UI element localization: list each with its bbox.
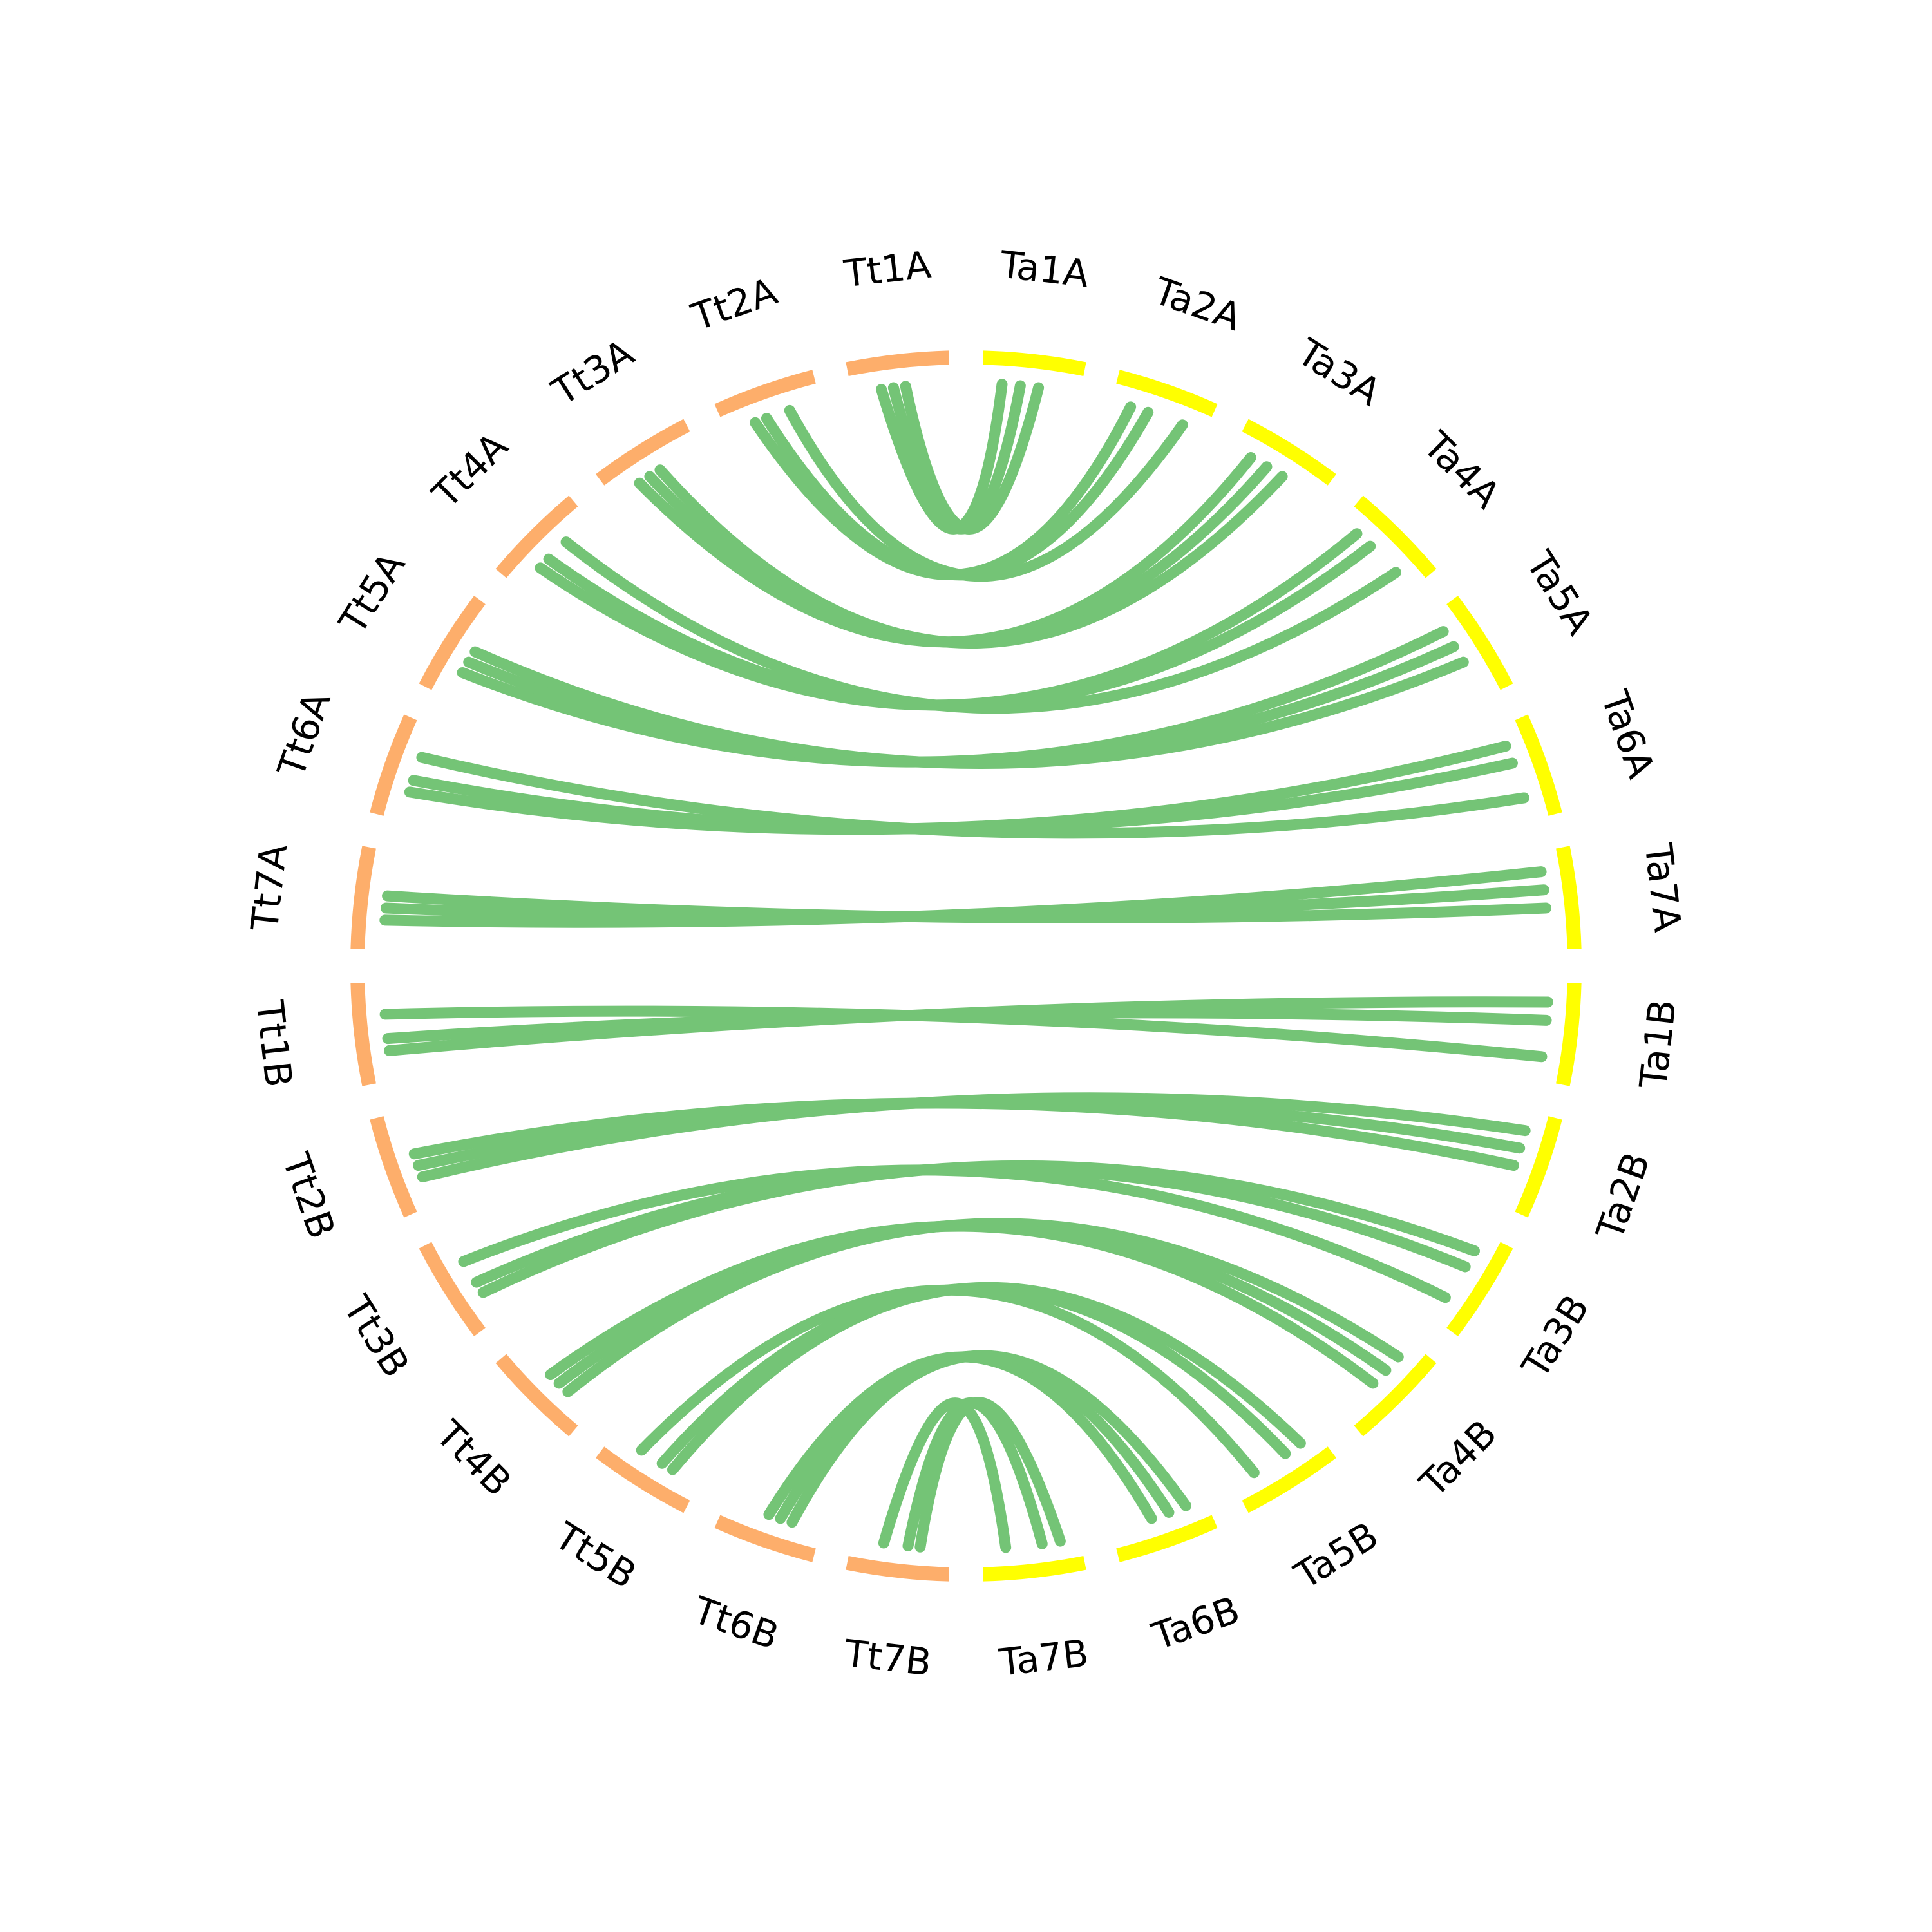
segment-arc xyxy=(714,370,816,417)
segment-arc xyxy=(1446,1242,1513,1336)
segment-arc xyxy=(350,846,376,949)
link xyxy=(784,404,1188,582)
link xyxy=(535,528,1363,711)
link xyxy=(469,646,1469,769)
segment-label: Tt5A xyxy=(330,544,414,641)
link xyxy=(878,1397,1012,1553)
segment-arc xyxy=(1116,1515,1218,1562)
segment-arc xyxy=(983,350,1086,376)
segment-label: Tt1B xyxy=(247,998,301,1090)
segment-arc xyxy=(596,419,690,486)
segment-arc xyxy=(596,1446,690,1513)
segment-arc xyxy=(1242,1446,1336,1513)
segment-arc xyxy=(1116,370,1218,417)
segment-label: Ta3B xyxy=(1513,1287,1598,1387)
link xyxy=(382,890,1552,923)
segment-label: Tt4A xyxy=(424,424,516,516)
segment-arc xyxy=(1446,596,1513,690)
link xyxy=(902,1397,1048,1552)
segment-label: Ta7B xyxy=(997,1631,1091,1685)
segment-arc xyxy=(846,350,949,376)
segment-label: Ta1A xyxy=(998,242,1092,296)
segment-label: Tt2B xyxy=(274,1147,344,1244)
segment-label: Tt7B xyxy=(842,1631,934,1685)
segment-label: Ta1B xyxy=(1631,998,1685,1092)
segment-arc xyxy=(1556,983,1582,1086)
segment-label: Ta6A xyxy=(1593,685,1663,784)
link xyxy=(761,406,1154,581)
segment-arc xyxy=(714,1515,816,1562)
link xyxy=(656,1283,1291,1469)
segment-label: Tt6B xyxy=(687,1588,784,1658)
segment-arc xyxy=(1354,1354,1437,1437)
segment-arc xyxy=(1556,846,1582,949)
segment-arc xyxy=(1515,1116,1562,1218)
segment-label: Ta4B xyxy=(1411,1412,1505,1506)
segment-arc xyxy=(495,1354,578,1437)
segment-arc xyxy=(1515,714,1562,816)
segments xyxy=(350,350,1582,1582)
link xyxy=(763,1351,1157,1524)
segment-arc xyxy=(983,1556,1086,1582)
segment-label: Tt3A xyxy=(544,330,641,414)
segment-label: Tt4B xyxy=(427,1412,520,1504)
link xyxy=(900,381,1045,535)
link xyxy=(458,1164,1451,1303)
segment-arc xyxy=(350,983,376,1086)
segment-label: Ta4A xyxy=(1414,423,1509,518)
segment-arc xyxy=(846,1556,949,1582)
link xyxy=(636,1284,1260,1479)
segment-arc xyxy=(370,714,417,816)
segment-label: Tt7A xyxy=(243,842,296,934)
link xyxy=(786,1350,1191,1528)
segment-label: Ta3A xyxy=(1289,330,1388,415)
link xyxy=(750,401,1137,580)
link xyxy=(416,752,1530,839)
link xyxy=(545,1220,1379,1389)
segment-arc xyxy=(1354,495,1437,578)
segment-label: Ta5B xyxy=(1287,1513,1386,1598)
segment-label: Ta2A xyxy=(1148,269,1247,339)
segment-arc xyxy=(419,1242,486,1336)
link xyxy=(560,536,1401,714)
segment-arc xyxy=(419,596,486,690)
segment-arc xyxy=(1242,419,1336,486)
link xyxy=(379,1005,1548,1063)
segment-label: Tt1A xyxy=(841,243,933,296)
segment-label: Tt6A xyxy=(269,686,339,783)
segment-label: Ta2B xyxy=(1587,1147,1658,1246)
segment-label: Ta7A xyxy=(1636,840,1689,934)
links xyxy=(379,379,1553,1553)
segment-label: Ta6B xyxy=(1146,1588,1245,1659)
segment-arc xyxy=(495,495,578,578)
link xyxy=(775,1350,1175,1524)
link xyxy=(457,626,1449,768)
segment-arc xyxy=(370,1116,417,1218)
link xyxy=(408,1097,1519,1171)
segment-label: Tt3B xyxy=(334,1287,418,1385)
segment-label: Ta5A xyxy=(1517,543,1602,642)
segment-label: Tt2A xyxy=(686,269,783,339)
link xyxy=(654,464,1288,649)
segment-label: Tt5B xyxy=(547,1513,644,1597)
